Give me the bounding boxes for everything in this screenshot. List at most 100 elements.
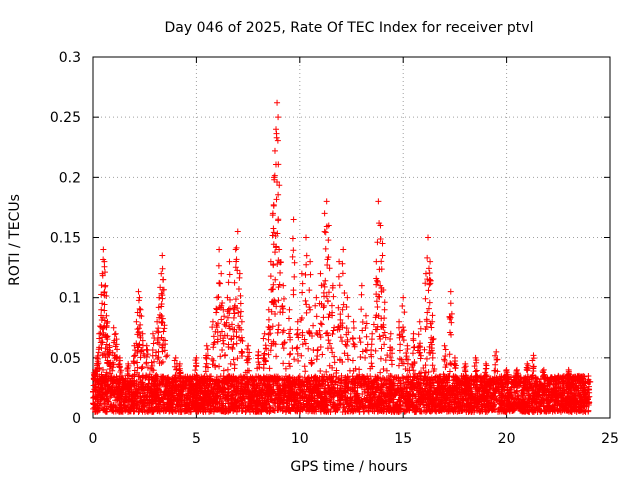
roti-point xyxy=(550,404,557,411)
roti-point xyxy=(273,373,280,380)
roti-point xyxy=(408,398,415,405)
roti-point xyxy=(489,392,496,399)
roti-point xyxy=(230,356,237,363)
roti-point xyxy=(93,380,100,387)
roti-point xyxy=(298,404,305,411)
roti-point xyxy=(272,403,279,410)
roti-point xyxy=(261,350,268,357)
roti-point xyxy=(174,377,181,384)
roti-point xyxy=(360,401,367,408)
roti-point xyxy=(339,338,346,345)
roti-point xyxy=(305,345,312,352)
roti-point xyxy=(486,405,493,412)
roti-point xyxy=(148,359,155,366)
roti-point xyxy=(540,388,547,395)
roti-point xyxy=(181,396,188,403)
roti-point xyxy=(283,390,290,397)
roti-point xyxy=(162,374,169,381)
roti-point xyxy=(280,403,287,410)
y-tick-label: 0.05 xyxy=(50,351,81,367)
y-tick-label: 0.3 xyxy=(59,50,81,66)
roti-point xyxy=(583,403,590,410)
roti-point xyxy=(169,408,176,415)
roti-point xyxy=(248,376,255,383)
roti-point xyxy=(219,379,226,386)
roti-point xyxy=(177,388,184,395)
roti-point xyxy=(112,403,119,410)
roti-point xyxy=(545,392,552,399)
roti-point xyxy=(498,373,505,380)
roti-point xyxy=(424,378,431,385)
roti-point xyxy=(565,380,572,387)
roti-point xyxy=(125,408,132,415)
roti-point xyxy=(426,404,433,411)
roti-point xyxy=(511,406,518,413)
roti-point xyxy=(383,367,390,374)
roti-point xyxy=(154,328,161,335)
roti-point xyxy=(340,399,347,406)
roti-point xyxy=(417,400,424,407)
roti-point xyxy=(308,392,315,399)
roti-point xyxy=(333,367,340,374)
roti-point xyxy=(226,310,233,317)
x-tick-label: 0 xyxy=(89,431,98,447)
roti-point xyxy=(116,398,123,405)
roti-point xyxy=(553,380,560,387)
roti-point xyxy=(484,402,491,409)
roti-point xyxy=(213,396,220,403)
roti-point xyxy=(329,349,336,356)
roti-point xyxy=(124,402,131,409)
roti-point xyxy=(520,378,527,385)
roti-point xyxy=(537,407,544,414)
roti-point xyxy=(529,372,536,379)
roti-point xyxy=(425,287,432,294)
roti-point xyxy=(104,403,111,410)
roti-point xyxy=(286,360,293,367)
roti-point xyxy=(370,403,377,410)
roti-point xyxy=(381,299,388,306)
roti-point xyxy=(437,389,444,396)
roti-point xyxy=(292,407,299,414)
roti-point xyxy=(207,376,214,383)
roti-point xyxy=(100,366,107,373)
roti-point xyxy=(135,383,142,390)
roti-point xyxy=(218,316,225,323)
roti-point xyxy=(513,395,520,402)
roti-point xyxy=(365,405,372,412)
roti-point xyxy=(346,405,353,412)
roti-point xyxy=(439,386,446,393)
roti-point xyxy=(327,399,334,406)
roti-point xyxy=(141,402,148,409)
roti-point xyxy=(497,376,504,383)
roti-point xyxy=(582,395,589,402)
roti-point xyxy=(119,393,126,400)
roti-point xyxy=(446,368,453,375)
roti-point xyxy=(394,406,401,413)
roti-point xyxy=(478,379,485,386)
roti-point xyxy=(425,388,432,395)
roti-point xyxy=(127,408,134,415)
roti-point xyxy=(151,396,158,403)
data-points xyxy=(90,99,594,415)
roti-point xyxy=(127,379,134,386)
roti-point xyxy=(468,407,475,414)
roti-point xyxy=(361,404,368,411)
roti-point xyxy=(293,376,300,383)
roti-point xyxy=(441,399,448,406)
roti-point xyxy=(407,404,414,411)
roti-point xyxy=(120,384,127,391)
roti-point xyxy=(578,407,585,414)
roti-point xyxy=(187,388,194,395)
roti-point xyxy=(491,401,498,408)
roti-point xyxy=(554,400,561,407)
roti-point xyxy=(243,407,250,414)
roti-point xyxy=(568,385,575,392)
roti-point xyxy=(378,345,385,352)
roti-point xyxy=(468,384,475,391)
roti-point xyxy=(267,384,274,391)
roti-point xyxy=(154,408,161,415)
roti-point xyxy=(114,346,121,353)
roti-point xyxy=(337,334,344,341)
roti-point xyxy=(467,391,474,398)
